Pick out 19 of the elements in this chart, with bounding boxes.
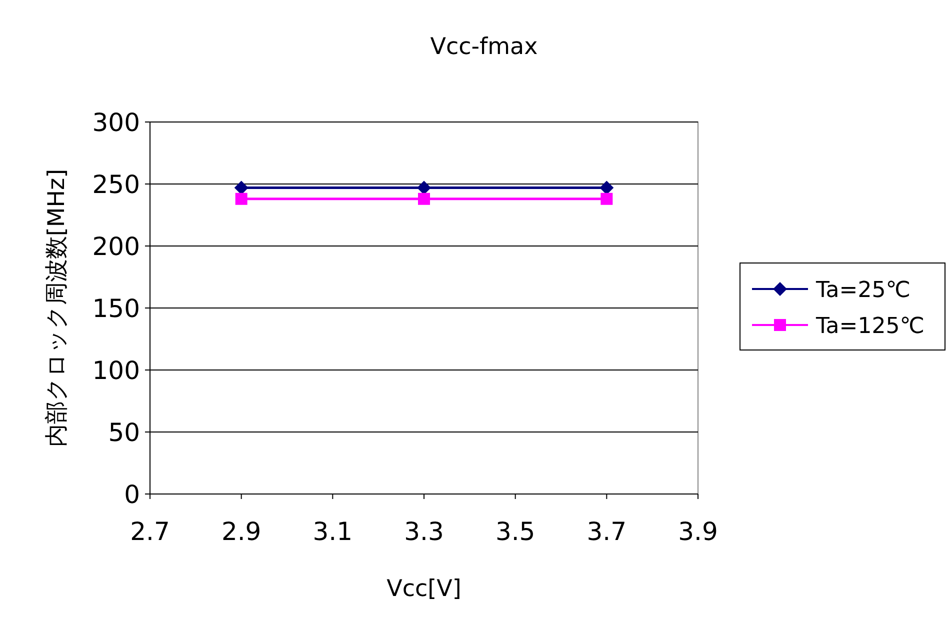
- legend-label: Ta=25℃: [815, 278, 910, 303]
- legend-label: Ta=125℃: [815, 314, 924, 339]
- x-tick-label: 2.7: [130, 517, 170, 546]
- y-axis-title: 内部クロック周波数[MHz]: [44, 168, 70, 448]
- x-tick-label: 2.9: [221, 517, 262, 546]
- chart-title: Vcc-fmax: [430, 34, 538, 60]
- y-tick-label: 200: [92, 232, 140, 261]
- x-tick-label: 3.1: [312, 517, 353, 546]
- x-axis-title: Vcc[V]: [386, 576, 462, 602]
- y-tick-label: 100: [92, 356, 140, 385]
- x-tick-label: 3.7: [586, 517, 627, 546]
- y-tick-label: 250: [92, 170, 140, 199]
- x-tick-label: 3.5: [495, 517, 536, 546]
- x-tick-label: 3.3: [404, 517, 444, 546]
- y-tick-label: 300: [92, 108, 140, 137]
- y-tick-label: 0: [124, 480, 140, 509]
- y-tick-label: 50: [108, 418, 140, 447]
- x-tick-label: 3.9: [678, 517, 718, 546]
- y-tick-label: 150: [92, 294, 140, 323]
